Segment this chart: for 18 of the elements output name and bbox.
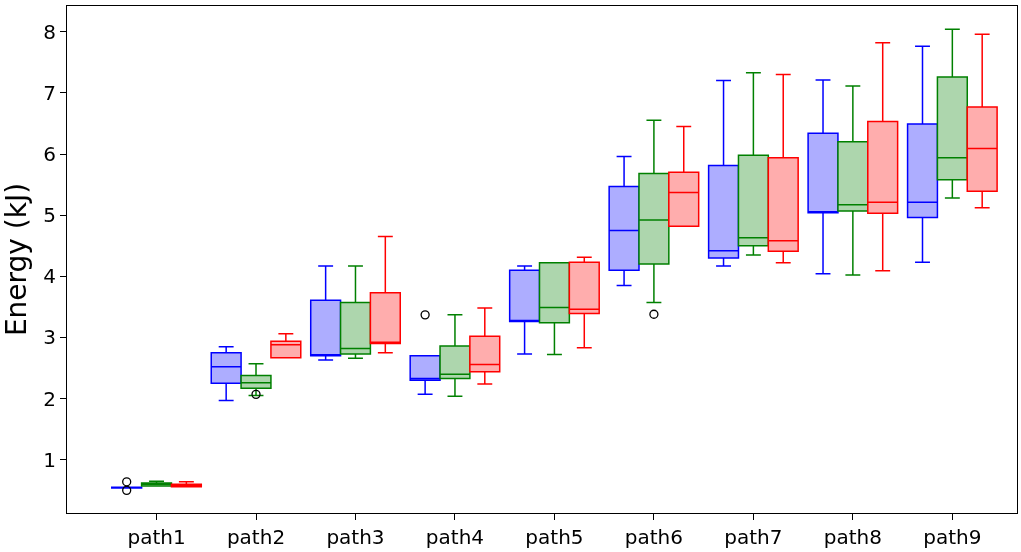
x-tick-label: path2	[226, 525, 286, 549]
y-tick-label: 6	[43, 142, 56, 166]
x-tick-label: path4	[425, 525, 485, 549]
y-tick-label: 1	[43, 447, 56, 472]
x-tick-label: path7	[724, 525, 783, 549]
y-tick-label: 2	[43, 386, 56, 411]
x-tick-label: path3	[326, 525, 385, 549]
y-tick-label: 7	[43, 80, 56, 105]
x-tick-label: path6	[624, 525, 684, 549]
x-tick-label: path9	[923, 525, 982, 549]
y-tick-label: 5	[43, 203, 56, 228]
x-tick-label: path8	[823, 525, 882, 549]
y-tick-label: 3	[43, 325, 56, 350]
y-axis-title: Energy (kJ)	[0, 182, 33, 337]
y-tick-label: 4	[43, 264, 56, 289]
x-tick-label: path5	[525, 525, 584, 549]
y-tick-label: 8	[43, 19, 56, 44]
x-tick-label: path1	[127, 525, 186, 549]
